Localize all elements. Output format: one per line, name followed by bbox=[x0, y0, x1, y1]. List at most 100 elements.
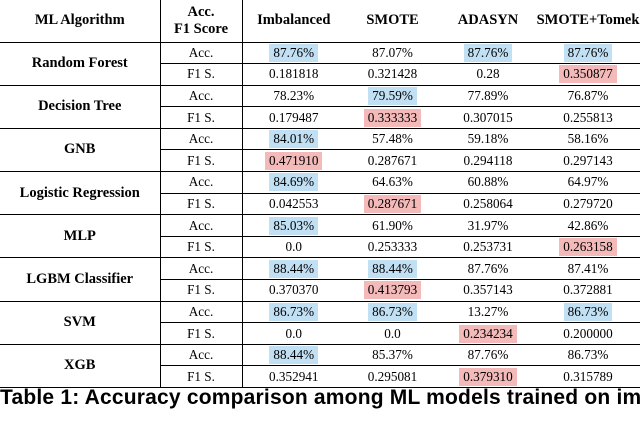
accuracy-cell-smote: 87.07% bbox=[345, 42, 440, 64]
table-row-accuracy: MLP Acc. 85.03% 61.90% 31.97% 42.86% bbox=[0, 214, 640, 258]
table-caption: Table 1: Accuracy comparison among ML mo… bbox=[0, 386, 640, 409]
f1-value: 0.28 bbox=[476, 66, 500, 82]
header-smote: SMOTE bbox=[345, 0, 440, 43]
header-row: ML Algorithm Acc. F1 Score Imbalanced SM… bbox=[0, 0, 640, 43]
metric-label-f1: F1 S. bbox=[160, 192, 243, 215]
table-row-f1: F1 S. 0.181818 0.321428 0.28 0.350877 bbox=[0, 63, 640, 86]
accuracy-cell-smote: 61.90% bbox=[345, 214, 440, 237]
accuracy-value: 77.89% bbox=[467, 87, 509, 103]
accuracy-cell-smote-tomek: 42.86% bbox=[536, 214, 640, 237]
accuracy-cell-adasyn: 31.97% bbox=[440, 214, 536, 237]
accuracy-cell-imbalanced: 88.44% bbox=[242, 343, 345, 366]
f1-cell-smote: 0.0 bbox=[345, 322, 440, 345]
accuracy-cell-smote-tomek: 86.73% bbox=[536, 343, 640, 366]
f1-cell-imbalanced: 0.181818 bbox=[242, 63, 345, 86]
table-row-f1: F1 S. 0.042553 0.287671 0.258064 0.279720 bbox=[0, 192, 640, 215]
f1-value: 0.307015 bbox=[463, 109, 513, 125]
f1-value: 0.181818 bbox=[269, 66, 319, 82]
metric-label-accuracy: Acc. bbox=[160, 300, 243, 323]
best-f1-highlight: 0.287671 bbox=[363, 194, 422, 213]
accuracy-value: 31.97% bbox=[467, 217, 509, 233]
best-accuracy-highlight: 88.44% bbox=[368, 259, 417, 278]
algorithm-name: LGBM Classifier bbox=[0, 257, 161, 302]
accuracy-value: 76.87% bbox=[567, 87, 609, 103]
f1-cell-imbalanced: 0.370370 bbox=[242, 279, 345, 302]
metric-label-f1: F1 S. bbox=[160, 279, 243, 302]
metric-label-accuracy: Acc. bbox=[160, 257, 243, 280]
accuracy-cell-smote: 88.44% bbox=[345, 257, 440, 280]
accuracy-cell-adasyn: 60.88% bbox=[440, 171, 536, 194]
metric-label-f1: F1 S. bbox=[160, 365, 243, 388]
results-table: ML Algorithm Acc. F1 Score Imbalanced SM… bbox=[0, 0, 640, 389]
accuracy-value: 61.90% bbox=[372, 217, 413, 233]
best-accuracy-highlight: 86.73% bbox=[563, 302, 613, 321]
accuracy-cell-smote-tomek: 58.16% bbox=[536, 127, 640, 150]
f1-value: 0.287671 bbox=[367, 152, 418, 168]
metric-label-accuracy: Acc. bbox=[160, 84, 243, 107]
f1-cell-smote-tomek: 0.297143 bbox=[536, 149, 640, 172]
best-accuracy-highlight: 86.73% bbox=[368, 302, 417, 321]
table-row-accuracy: SVM Acc. 86.73% 86.73% 13.27% 86.73% bbox=[0, 300, 640, 345]
best-accuracy-highlight: 87.76% bbox=[269, 43, 319, 62]
best-accuracy-highlight: 84.69% bbox=[269, 173, 319, 192]
accuracy-value: 64.63% bbox=[372, 174, 413, 190]
metric-label-f1: F1 S. bbox=[160, 106, 243, 129]
header-metric-line1: Acc. bbox=[187, 3, 215, 20]
f1-cell-adasyn: 0.379310 bbox=[440, 365, 536, 388]
metric-label-accuracy: Acc. bbox=[160, 42, 243, 64]
f1-cell-adasyn: 0.294118 bbox=[440, 149, 536, 172]
f1-cell-smote-tomek: 0.200000 bbox=[536, 322, 640, 345]
metric-label-f1: F1 S. bbox=[160, 322, 243, 345]
accuracy-cell-imbalanced: 84.69% bbox=[242, 171, 345, 194]
accuracy-value: 87.76% bbox=[467, 260, 509, 276]
accuracy-value: 85.37% bbox=[372, 347, 413, 363]
f1-value: 0.0 bbox=[285, 325, 302, 341]
metric-label-accuracy: Acc. bbox=[160, 171, 243, 194]
f1-cell-imbalanced: 0.0 bbox=[242, 235, 345, 258]
algorithm-name: Random Forest bbox=[0, 42, 161, 86]
f1-cell-imbalanced: 0.352941 bbox=[242, 365, 345, 388]
accuracy-cell-smote: 57.48% bbox=[345, 127, 440, 150]
table-row-f1: F1 S. 0.0 0.253333 0.253731 0.263158 bbox=[0, 235, 640, 258]
best-accuracy-highlight: 87.76% bbox=[563, 43, 613, 62]
accuracy-value: 86.73% bbox=[567, 347, 609, 363]
best-accuracy-highlight: 86.73% bbox=[269, 302, 319, 321]
accuracy-cell-smote: 79.59% bbox=[345, 84, 440, 107]
f1-cell-imbalanced: 0.179487 bbox=[242, 106, 345, 129]
accuracy-cell-smote-tomek: 76.87% bbox=[536, 84, 640, 107]
accuracy-value: 60.88% bbox=[467, 174, 509, 190]
best-accuracy-highlight: 79.59% bbox=[368, 86, 417, 105]
f1-value: 0.200000 bbox=[563, 325, 613, 341]
table-row-accuracy: LGBM Classifier Acc. 88.44% 88.44% 87.76% 87.… bbox=[0, 257, 640, 302]
f1-cell-adasyn: 0.357143 bbox=[440, 279, 536, 302]
f1-cell-imbalanced: 0.042553 bbox=[242, 192, 345, 215]
f1-value: 0.279720 bbox=[563, 195, 613, 211]
algorithm-name: MLP bbox=[0, 214, 161, 258]
header-smote-tomek: SMOTE+Tomek bbox=[536, 0, 640, 43]
accuracy-cell-adasyn: 77.89% bbox=[440, 84, 536, 107]
accuracy-cell-imbalanced: 88.44% bbox=[242, 257, 345, 280]
f1-cell-smote: 0.333333 bbox=[345, 106, 440, 129]
f1-value: 0.0 bbox=[285, 239, 302, 255]
f1-value: 0.297143 bbox=[563, 152, 613, 168]
table-row-f1: F1 S. 0.370370 0.413793 0.357143 0.372881 bbox=[0, 279, 640, 302]
accuracy-cell-smote-tomek: 87.41% bbox=[536, 257, 640, 280]
f1-cell-adasyn: 0.253731 bbox=[440, 235, 536, 258]
table-row-accuracy: GNB Acc. 84.01% 57.48% 59.18% 58.16% bbox=[0, 127, 640, 172]
algorithm-name: Logistic Regression bbox=[0, 171, 161, 215]
metric-label-accuracy: Acc. bbox=[160, 127, 243, 150]
header-algorithm: ML Algorithm bbox=[0, 0, 161, 43]
best-f1-highlight: 0.471910 bbox=[265, 151, 323, 170]
best-accuracy-highlight: 85.03% bbox=[269, 216, 319, 235]
best-accuracy-highlight: 84.01% bbox=[269, 130, 319, 149]
best-f1-highlight: 0.263158 bbox=[559, 238, 617, 257]
accuracy-value: 78.23% bbox=[273, 87, 315, 103]
f1-cell-smote-tomek: 0.315789 bbox=[536, 365, 640, 388]
best-accuracy-highlight: 87.76% bbox=[463, 43, 513, 62]
f1-value: 0.253731 bbox=[463, 239, 513, 255]
f1-value: 0.352941 bbox=[269, 368, 319, 384]
metric-label-accuracy: Acc. bbox=[160, 343, 243, 366]
f1-cell-smote: 0.295081 bbox=[345, 365, 440, 388]
f1-cell-smote: 0.413793 bbox=[345, 279, 440, 302]
accuracy-cell-imbalanced: 84.01% bbox=[242, 127, 345, 150]
